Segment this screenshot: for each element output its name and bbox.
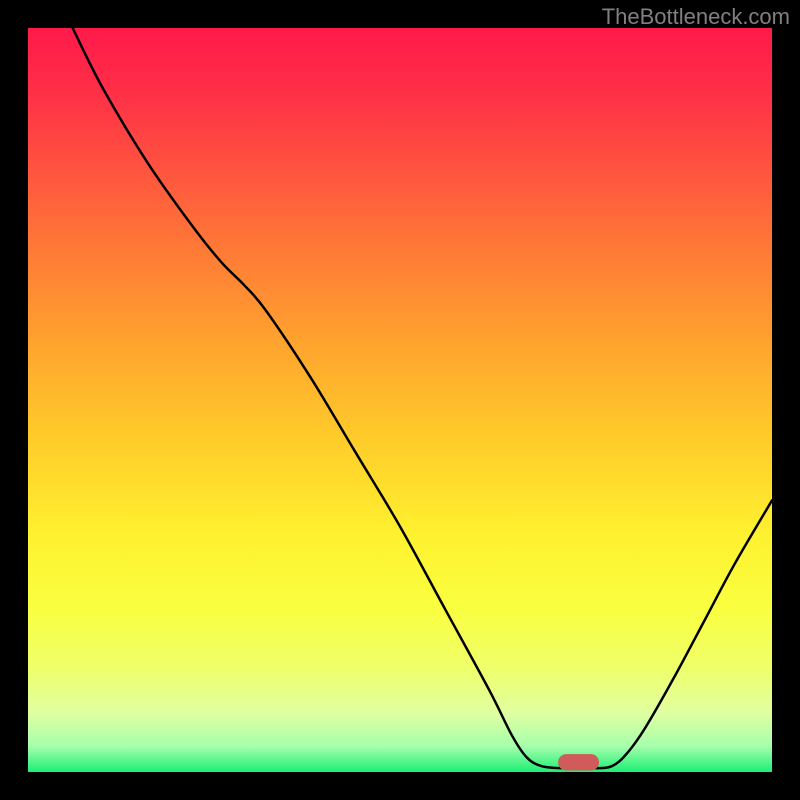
optimum-marker: [558, 754, 599, 770]
bottleneck-chart: [28, 28, 772, 772]
chart-svg: [28, 28, 772, 772]
watermark-text: TheBottleneck.com: [602, 4, 790, 30]
chart-background: [28, 28, 772, 772]
